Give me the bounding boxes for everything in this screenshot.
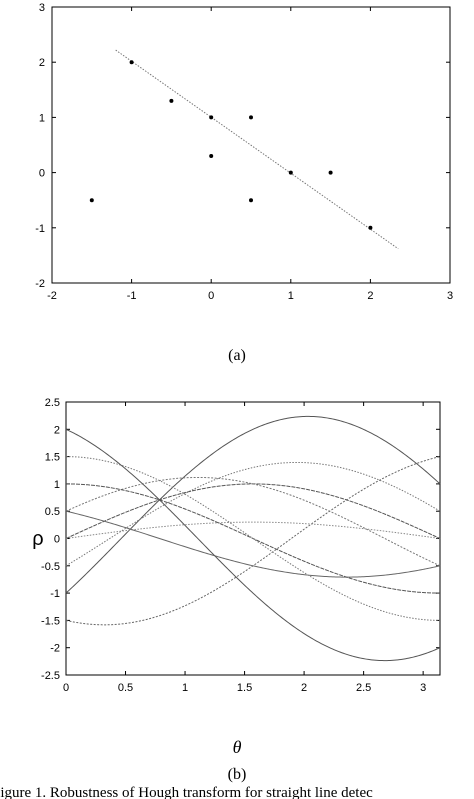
- hough-curve: [65, 476, 441, 567]
- hough-curve: [65, 461, 441, 567]
- y-tick-label-b: -2: [50, 643, 60, 655]
- x-tick-label-a: 2: [367, 290, 373, 302]
- data-point: [368, 225, 373, 230]
- data-points-a: [89, 60, 373, 230]
- data-point: [129, 60, 134, 65]
- y-tick-label-b: 1.5: [45, 452, 60, 464]
- y-tick-label-b: 0.5: [45, 506, 60, 518]
- x-tick-label-b: 2.5: [356, 682, 371, 694]
- data-point: [209, 154, 214, 159]
- hough-curve: [65, 456, 441, 621]
- fit-line: [115, 49, 399, 250]
- data-point: [89, 198, 94, 203]
- y-tick-label-b: -1: [50, 588, 60, 600]
- y-tick-label-a: 1: [39, 112, 45, 124]
- hough-curve: [65, 510, 441, 578]
- scatter-chart-a: -2 -1 0 1 2 3 -2 -1 0 1 2 3 (a): [35, 2, 453, 364]
- x-tick-label-a: 1: [288, 290, 294, 302]
- data-point: [328, 170, 333, 175]
- panel-label-a: (a): [228, 347, 246, 364]
- x-tick-label-a: 0: [208, 290, 214, 302]
- y-tick-label-a: 0: [39, 168, 45, 180]
- y-tick-label-b: -2.5: [41, 670, 60, 682]
- x-tick-label-a: -2: [47, 290, 57, 302]
- y-tick-label-b: 1: [54, 479, 60, 491]
- hough-curve: [65, 415, 441, 594]
- y-tick-label-a: -1: [35, 223, 45, 235]
- hough-curve: [65, 428, 441, 662]
- y-tick-label-a: 2: [39, 57, 45, 69]
- x-tick-label-a: 3: [447, 290, 453, 302]
- x-tick-label-b: 3: [420, 682, 426, 694]
- data-point: [249, 198, 253, 203]
- y-tick-label-b: 2.5: [45, 397, 60, 409]
- axis-ticks-b: 0 0.5 1 1.5 2 2.5 3 2.5 2 1.5 1 0.5 0 -0.5 -1 -1.5 -2 -2.…: [41, 397, 440, 694]
- data-point: [288, 170, 293, 175]
- x-tick-label-b: 0.5: [118, 682, 133, 694]
- x-tick-label-b: 1: [182, 682, 188, 694]
- y-tick-label-b: 2: [54, 424, 60, 436]
- y-tick-label-b: -1.5: [41, 615, 60, 627]
- y-tick-label-a: -2: [35, 278, 45, 290]
- y-axis-label-rho: ρ: [32, 528, 43, 550]
- data-point: [169, 98, 174, 103]
- plot-frame-a: [51, 6, 451, 284]
- y-tick-label-b: 0: [54, 534, 60, 546]
- line-chart-b: 0 0.5 1 1.5 2 2.5 3 2.5 2 1.5 1 0.5 0 -0.5 -1 -1.5 -2 -2.…: [32, 397, 441, 783]
- x-axis-label-theta: θ: [233, 737, 242, 757]
- x-tick-label-b: 1.5: [237, 682, 252, 694]
- data-point: [249, 115, 253, 120]
- figure-caption: Figure 1. Robustness of Hough transform …: [0, 785, 373, 799]
- fit-line-a: [115, 49, 399, 250]
- x-tick-label-b: 2: [301, 682, 307, 694]
- axis-ticks-a: -2 -1 0 1 2 3 -2 -1 0 1 2 3: [35, 2, 453, 302]
- panel-label-b: (b): [228, 766, 247, 783]
- hough-curves-b: [65, 415, 441, 662]
- x-tick-label-a: -1: [127, 290, 137, 302]
- y-tick-label-a: 3: [39, 2, 45, 14]
- x-tick-label-b: 0: [63, 682, 69, 694]
- y-tick-label-b: -0.5: [41, 561, 60, 573]
- data-point: [209, 115, 214, 120]
- hough-curve: [65, 521, 441, 539]
